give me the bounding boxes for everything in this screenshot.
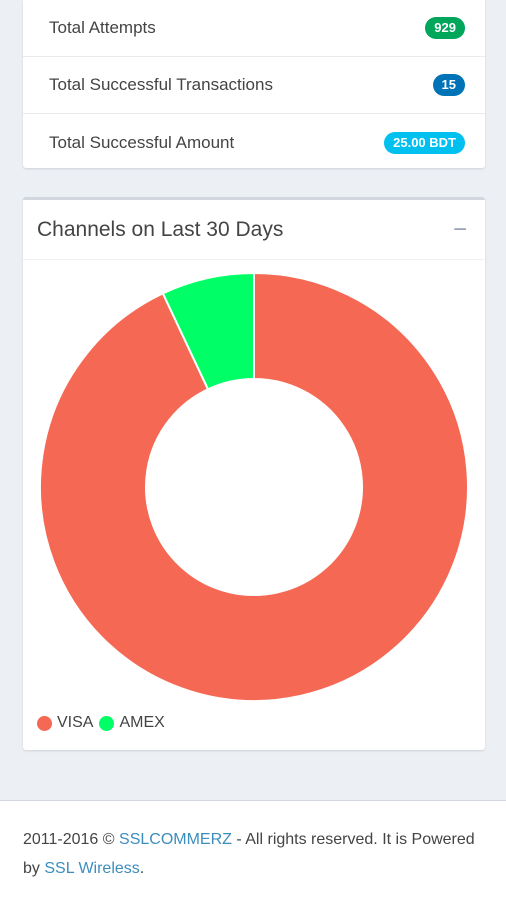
- stats-card: Total Attempts 929 Total Successful Tran…: [23, 0, 485, 168]
- footer-copyright: 2011-2016 ©: [23, 831, 120, 848]
- legend-swatch-amex: [99, 715, 115, 731]
- stat-label: Total Attempts: [49, 18, 156, 37]
- stat-badge: 15: [432, 74, 465, 96]
- donut-chart: [39, 271, 469, 702]
- footer-period: .: [139, 860, 145, 877]
- channels-chart-card: Channels on Last 30 Days − VISA AMEX: [23, 197, 485, 750]
- stat-row-attempts: Total Attempts 929: [23, 0, 485, 57]
- stat-label: Total Successful Transactions: [49, 75, 273, 94]
- legend-item-visa: VISA: [37, 714, 93, 732]
- chart-title: Channels on Last 30 Days: [37, 217, 284, 241]
- footer: 2011-2016 © SSLCOMMERZ - All rights rese…: [0, 800, 506, 900]
- chart-header: Channels on Last 30 Days −: [23, 200, 485, 260]
- stat-row-successful-transactions: Total Successful Transactions 15: [23, 57, 485, 114]
- stat-badge: 25.00 BDT: [384, 131, 465, 154]
- chart-legend: VISA AMEX: [37, 714, 171, 732]
- legend-label-amex: AMEX: [119, 714, 165, 731]
- legend-label-visa: VISA: [57, 714, 94, 731]
- ssl-wireless-link[interactable]: SSL Wireless: [44, 860, 140, 877]
- stat-badge: 929: [425, 17, 465, 39]
- stat-label: Total Successful Amount: [49, 132, 235, 152]
- legend-item-amex: AMEX: [99, 714, 165, 732]
- donut-slice-visa[interactable]: [39, 271, 469, 702]
- legend-swatch-visa: [37, 715, 52, 731]
- collapse-icon[interactable]: −: [452, 215, 467, 243]
- donut-slice-amex[interactable]: [161, 271, 255, 391]
- sslcommerz-link[interactable]: SSLCOMMERZ: [119, 831, 232, 848]
- footer-text: - All rights reserved. It is Powered by: [23, 831, 475, 877]
- stat-row-successful-amount: Total Successful Amount 25.00 BDT: [23, 114, 485, 171]
